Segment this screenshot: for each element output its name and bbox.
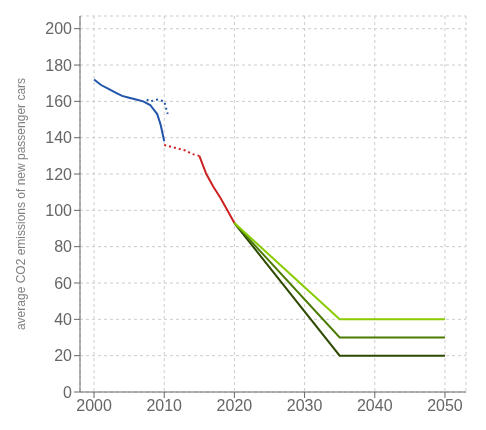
svg-text:40: 40 (54, 311, 72, 328)
svg-text:2020: 2020 (217, 397, 253, 414)
svg-text:2010: 2010 (146, 397, 182, 414)
svg-text:80: 80 (54, 238, 72, 255)
svg-text:140: 140 (45, 129, 72, 146)
svg-text:2000: 2000 (76, 397, 112, 414)
svg-text:120: 120 (45, 166, 72, 183)
svg-text:180: 180 (45, 57, 72, 74)
svg-text:2030: 2030 (287, 397, 323, 414)
svg-text:100: 100 (45, 202, 72, 219)
svg-text:2040: 2040 (357, 397, 393, 414)
svg-text:20: 20 (54, 347, 72, 364)
svg-text:0: 0 (63, 384, 72, 401)
svg-text:2050: 2050 (427, 397, 463, 414)
svg-text:average CO2 emissions of new p: average CO2 emissions of new passenger c… (14, 78, 28, 330)
svg-text:200: 200 (45, 20, 72, 37)
svg-text:160: 160 (45, 93, 72, 110)
svg-text:60: 60 (54, 275, 72, 292)
